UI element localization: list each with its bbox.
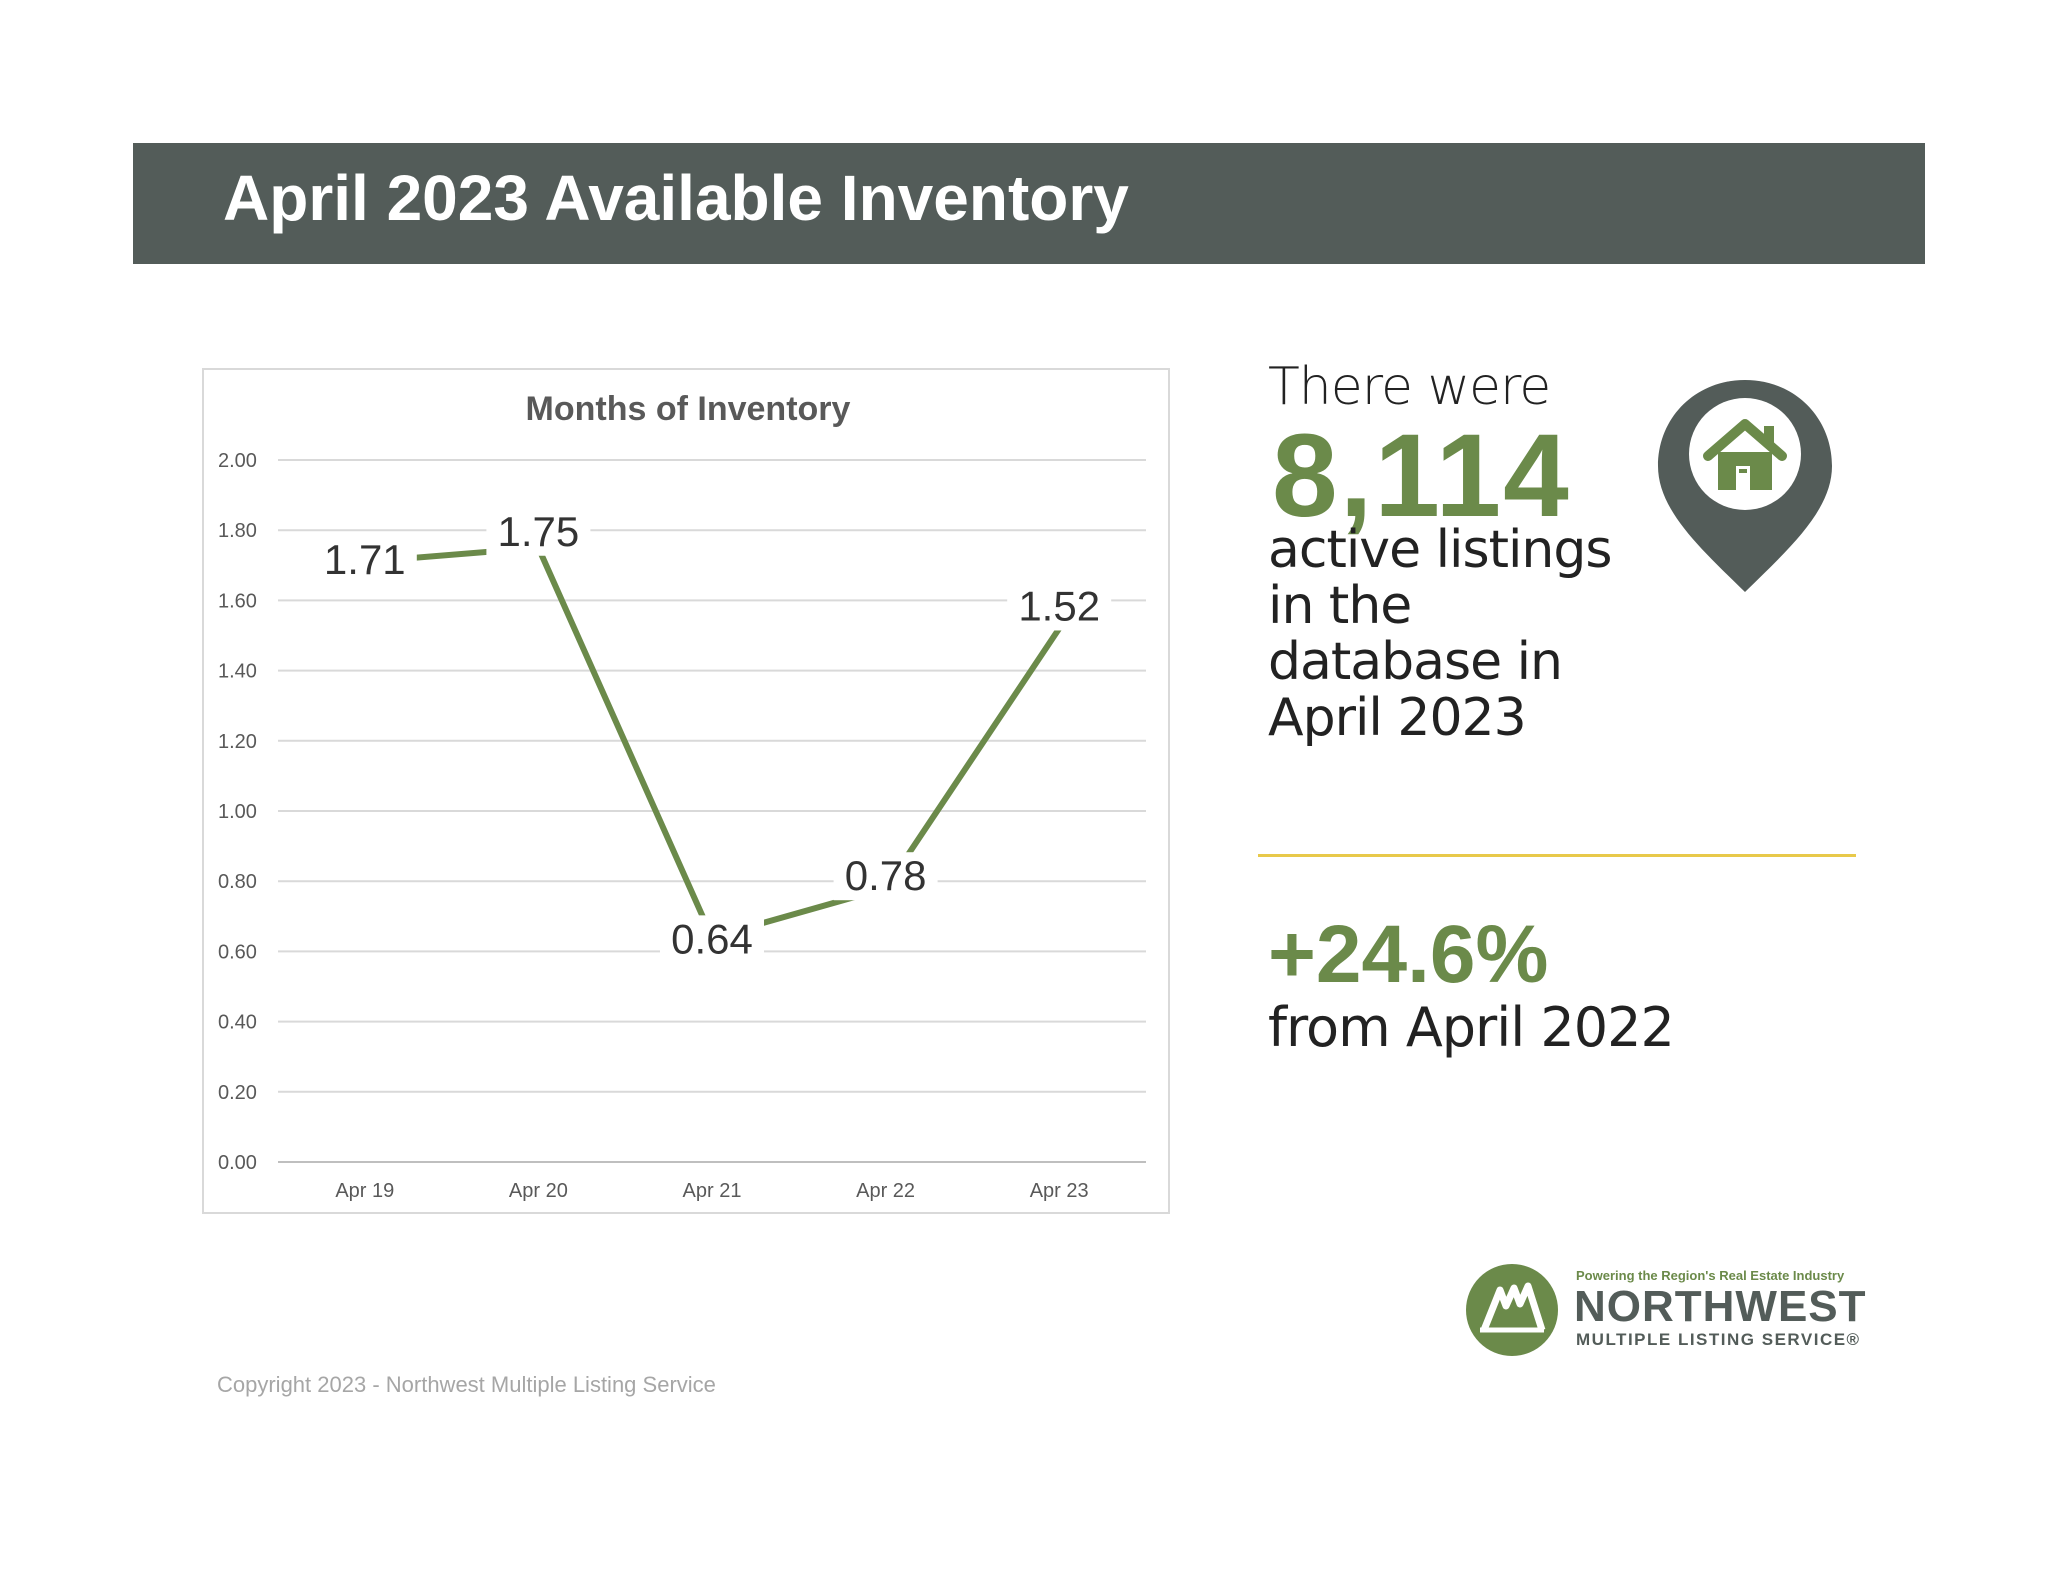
y-tick-label: 1.00 [218, 801, 257, 823]
stat-description-line: database in [1268, 632, 1563, 692]
x-tick-label: Apr 23 [1030, 1180, 1089, 1202]
y-tick-label: 1.80 [218, 520, 257, 542]
data-label: 0.64 [671, 915, 753, 962]
logo-subtitle: MULTIPLE LISTING SERVICE® [1576, 1330, 1861, 1349]
stat-description-line: in the [1268, 576, 1412, 636]
data-label: 0.78 [845, 852, 927, 899]
y-tick-label: 1.60 [218, 590, 257, 612]
tree-logo-icon [1466, 1264, 1558, 1356]
y-tick-label: 2.00 [218, 450, 257, 472]
stat-description: active listings in the database in April… [1268, 522, 1688, 746]
page-title: April 2023 Available Inventory [223, 162, 1129, 234]
y-tick-label: 0.20 [218, 1082, 257, 1104]
nwmls-logo: Powering the Region's Real Estate Indust… [1462, 1260, 1882, 1360]
data-label: 1.75 [498, 508, 580, 555]
house-location-pin-icon [1650, 370, 1840, 605]
copyright-text: Copyright 2023 - Northwest Multiple List… [217, 1372, 716, 1397]
y-tick-label: 0.00 [218, 1152, 257, 1174]
section-divider [1258, 854, 1856, 857]
y-tick-label: 0.80 [218, 871, 257, 893]
stat-description-line: April 2023 [1268, 688, 1527, 748]
x-tick-label: Apr 19 [335, 1180, 394, 1202]
active-listings-count: 8,114 [1272, 410, 1571, 542]
data-label-bg [1007, 582, 1112, 631]
x-tick-label: Apr 22 [856, 1180, 915, 1202]
logo-tagline: Powering the Region's Real Estate Indust… [1576, 1268, 1845, 1283]
data-label-bg [660, 915, 764, 964]
change-description: from April 2022 [1268, 996, 1675, 1059]
data-label-bg [486, 507, 591, 556]
change-percentage: +24.6% [1268, 909, 1549, 1000]
data-label: 1.71 [324, 536, 406, 583]
y-tick-label: 0.60 [218, 941, 257, 963]
data-label-bg [312, 535, 417, 584]
logo-name: NORTHWEST [1574, 1282, 1867, 1331]
header-banner: April 2023 Available Inventory [133, 143, 1925, 264]
chart-title: Months of Inventory [526, 390, 851, 428]
stat-description-line: active listings [1268, 520, 1612, 580]
y-tick-label: 1.40 [218, 661, 257, 683]
data-label-bg [833, 852, 938, 901]
data-label: 1.52 [1018, 582, 1100, 629]
months-of-inventory-chart: Months of Inventory 0.00 0.20 0.40 0.60 0.80 1… [202, 368, 1170, 1214]
x-tick-label: Apr 21 [683, 1180, 742, 1202]
x-tick-label: Apr 20 [509, 1180, 568, 1202]
y-tick-label: 1.20 [218, 731, 257, 753]
stat-intro: There were [1268, 357, 1551, 417]
series-line [364, 544, 1062, 941]
chart-svg: Months of Inventory 0.00 0.20 0.40 0.60 0.80 1… [218, 390, 1146, 1202]
y-tick-label: 0.40 [218, 1012, 257, 1034]
